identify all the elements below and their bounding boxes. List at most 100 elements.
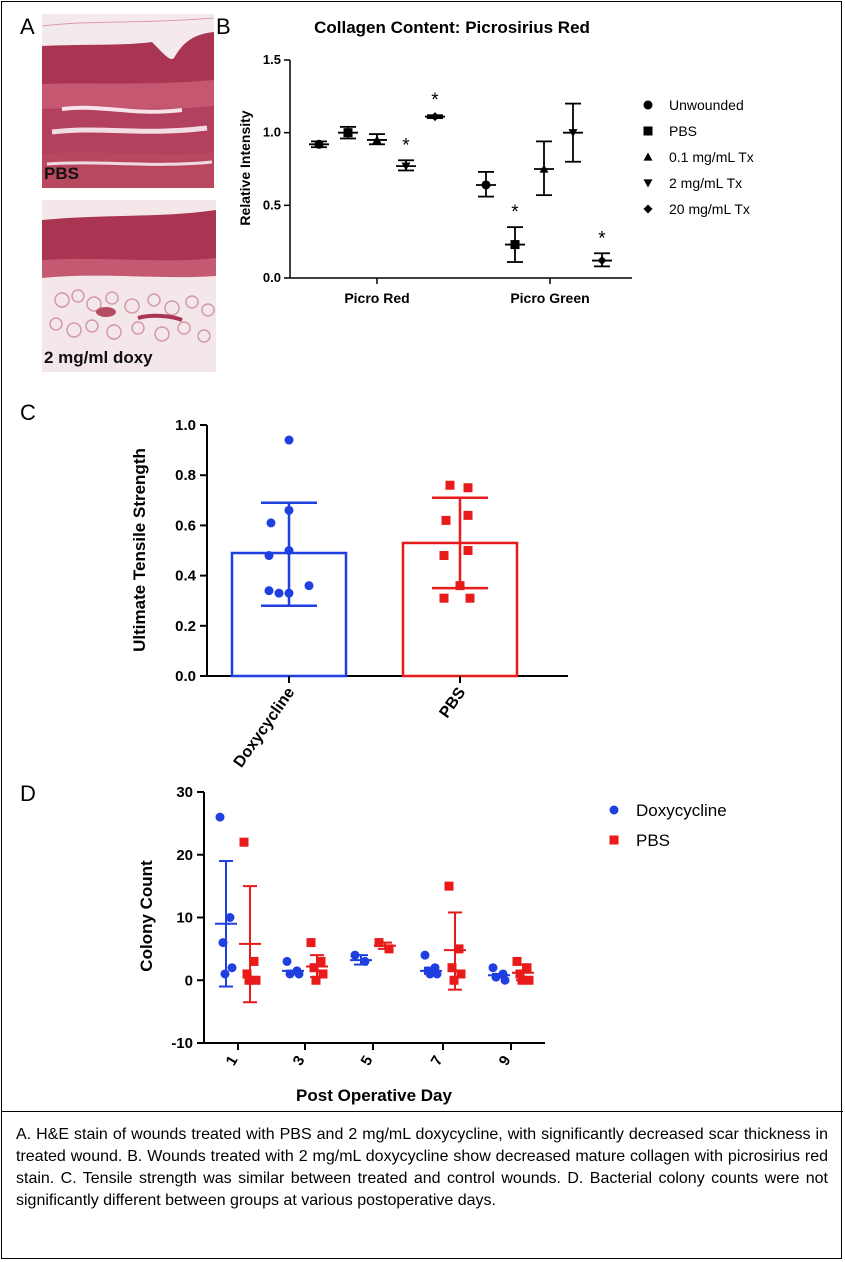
chart-b-legend-label: Unwounded [669, 97, 744, 113]
chart-b-legend-marker [643, 100, 653, 110]
chart-d-point [360, 956, 370, 966]
chart-b-significance-star: * [511, 202, 519, 223]
chart-d-point [311, 975, 321, 985]
panel-letter-a: A [20, 14, 35, 39]
chart-c-point [445, 480, 455, 490]
chart-d-errorbar [239, 885, 261, 1004]
chart-b-y-tick-label: 1.5 [263, 52, 281, 67]
chart-b-legend-label: 20 mg/mL Tx [669, 201, 750, 217]
chart-d-point [420, 950, 430, 960]
histology-label-doxy: 2 mg/ml doxy [44, 348, 153, 367]
chart-d-x-axis-label: Post Operative Day [296, 1086, 452, 1105]
chart-d-x-tick-label: 5 [358, 1053, 377, 1069]
chart-d-point [251, 975, 261, 985]
chart-c-point [264, 586, 274, 596]
chart-d-point [444, 881, 454, 891]
chart-c-point [463, 483, 473, 493]
figure-caption: A. H&E stain of wounds treated with PBS … [16, 1126, 828, 1209]
chart-b-point [343, 128, 353, 138]
chart-b-y-tick-label: 0.0 [263, 270, 281, 285]
chart-d-x-tick-label: 3 [290, 1053, 309, 1069]
chart-b-legend-label: 2 mg/mL Tx [669, 175, 742, 191]
chart-c-y-tick-label: 0.6 [175, 517, 196, 534]
chart-b-x-tick-label: Picro Red [344, 290, 409, 306]
chart-d-point [309, 963, 319, 973]
chart-d-errorbar [215, 860, 237, 988]
chart-d-point [218, 938, 228, 948]
chart-c-point [441, 515, 451, 525]
chart-d-point [244, 975, 254, 985]
chart-d-point [522, 963, 532, 973]
chart-d-point [239, 837, 249, 847]
chart-b-legend-marker [643, 204, 653, 214]
chart-b-point [314, 139, 324, 149]
chart-d-point [215, 812, 225, 822]
chart-d-point [225, 913, 235, 922]
chart-c-point [284, 435, 294, 445]
chart-d-x-tick-label: 9 [496, 1053, 515, 1069]
chart-d-point [454, 944, 464, 954]
chart-c-point [266, 518, 276, 528]
chart-d-point [384, 944, 394, 954]
chart-d-point [524, 975, 534, 985]
chart-b-point [481, 180, 491, 190]
chart-b-legend-marker [643, 152, 653, 161]
panel-letter-b: B [216, 14, 231, 39]
chart-d-point [512, 956, 522, 966]
histology-image-doxy: 2 mg/ml doxy [42, 200, 216, 372]
chart-b-legend-marker [643, 126, 653, 136]
chart-b-y-tick-label: 1.0 [263, 125, 281, 140]
chart-d-point [491, 972, 501, 982]
caption-divider [1, 1111, 843, 1112]
chart-c-point [284, 505, 294, 515]
chart-d-point [456, 969, 466, 979]
chart-b-point [597, 256, 607, 266]
chart-b-x-tick-label: Picro Green [510, 290, 589, 306]
chart-b-y-tick-label: 0.5 [263, 197, 281, 212]
chart-d-y-tick-label: 0 [185, 972, 193, 989]
chart-d-point [285, 969, 295, 979]
chart-d-point [242, 969, 252, 979]
chart-c-point [264, 551, 274, 561]
chart-d-point [316, 956, 326, 966]
chart-c-y-tick-label: 0.8 [175, 467, 196, 484]
chart-d-point [227, 963, 237, 973]
chart-d-y-tick-label: 30 [176, 784, 193, 801]
chart-b-significance-star: * [402, 135, 410, 156]
chart-d-y-tick-label: 20 [176, 847, 193, 864]
chart-d-y-tick-label: -10 [171, 1035, 193, 1052]
chart-b-legend-label: 0.1 mg/mL Tx [669, 149, 754, 165]
chart-d-point [447, 963, 457, 973]
chart-b-significance-star: * [598, 228, 606, 249]
histology-label-pbs: PBS [44, 164, 79, 183]
chart-c-y-axis-label: Ultimate Tensile Strength [130, 448, 149, 652]
chart-d-point [318, 969, 328, 979]
chart-d-point [517, 975, 527, 985]
chart-d-point [515, 969, 525, 979]
chart-c-y-tick-label: 1.0 [175, 417, 196, 434]
histology-image-pbs: PBS [42, 14, 214, 188]
chart-b-point [539, 164, 549, 173]
chart-c-point [439, 593, 449, 603]
chart-b-significance-star: * [431, 90, 439, 111]
chart-d-legend-marker [609, 835, 619, 845]
chart-d-point [374, 938, 384, 948]
chart-d-legend-label: PBS [636, 831, 670, 850]
chart-d-point [432, 969, 442, 979]
chart-c-point [463, 546, 473, 555]
chart-b-collagen: Collagen Content: Picrosirius Red Relati… [237, 18, 754, 306]
chart-d-point [294, 969, 304, 979]
chart-d-colony: Colony Count Post Operative Day -10 0 10 20… [137, 784, 727, 1105]
chart-b-legend-label: PBS [669, 123, 697, 139]
chart-b-point [401, 162, 411, 171]
chart-d-point [449, 975, 459, 985]
chart-d-y-tick-label: 10 [176, 910, 193, 927]
chart-d-legend-label: Doxycycline [636, 801, 727, 820]
chart-c-point [463, 510, 473, 520]
chart-d-point [500, 975, 510, 985]
chart-b-point [372, 135, 382, 144]
chart-d-x-tick-label: 1 [223, 1053, 242, 1069]
chart-b-point [510, 240, 520, 250]
chart-d-x-tick-label: 7 [428, 1053, 447, 1069]
